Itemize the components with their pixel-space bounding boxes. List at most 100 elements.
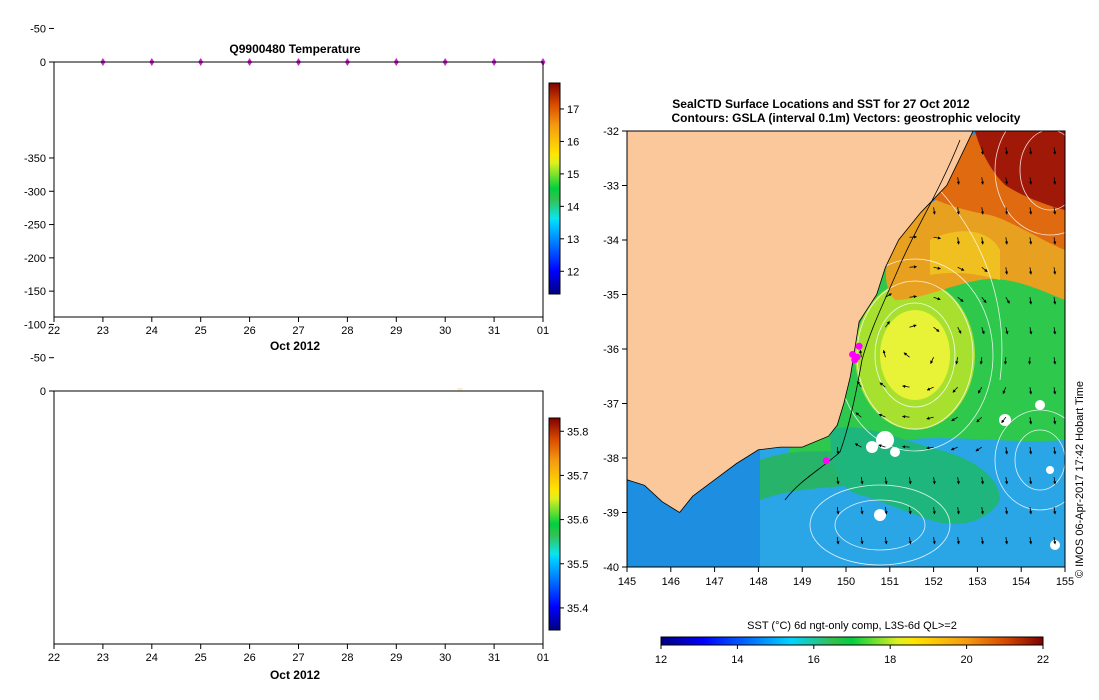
lat-tick-label: -37 <box>603 399 619 411</box>
colorbar-tick-label: 35.8 <box>567 426 588 438</box>
x-tick-label: 31 <box>488 652 500 664</box>
lat-tick-label: -39 <box>603 508 619 520</box>
lon-tick-label: 154 <box>1012 576 1030 588</box>
velocity-vector <box>957 266 965 271</box>
seal-position <box>853 353 861 361</box>
map-title: SealCTD Surface Locations and SST for 27… <box>672 97 970 111</box>
colorbar-tick-label: 35.7 <box>567 470 588 482</box>
velocity-vector <box>1029 477 1033 485</box>
lon-tick-label: 155 <box>1056 576 1074 588</box>
salinity-colorbar <box>548 417 561 631</box>
velocity-vector <box>1053 417 1057 425</box>
y-tick-label: -50 <box>30 353 46 365</box>
velocity-vector <box>1004 536 1009 545</box>
velocity-vector <box>1053 237 1057 245</box>
sst-colorbar-tick-label: 22 <box>1037 654 1049 666</box>
x-tick-label: 22 <box>48 652 60 664</box>
temperature-xlabel: Oct 2012 <box>270 339 320 353</box>
velocity-vector <box>1004 477 1009 485</box>
velocity-vector <box>926 386 934 391</box>
salinity-y-axis: 0 -50 -100 -150 -200 -250 -300 -350 <box>24 153 54 398</box>
velocity-vector <box>955 357 959 365</box>
velocity-vector <box>1029 177 1033 185</box>
lon-tick-label: 150 <box>837 576 855 588</box>
velocity-vector <box>885 293 892 298</box>
velocity-vector <box>1005 297 1010 304</box>
x-tick-label: 30 <box>439 652 451 664</box>
velocity-vector <box>1004 447 1009 455</box>
velocity-vector <box>1053 177 1057 185</box>
temperature-panel: Q9900480 Temperature 22 23 24 25 26 27 28 29 30 3… <box>24 0 579 353</box>
y-tick-label: -200 <box>24 253 46 265</box>
velocity-vector <box>1029 147 1033 155</box>
map-subtitle: Contours: GSLA (interval 0.1m) Vectors: … <box>672 111 1021 125</box>
velocity-vector <box>908 477 912 485</box>
velocity-vector <box>1001 416 1007 424</box>
velocity-vector <box>1053 387 1057 395</box>
velocity-vector <box>908 506 912 515</box>
velocity-vector <box>1004 267 1009 275</box>
colorbar-tick-label: 15 <box>567 169 579 181</box>
velocity-vector <box>860 536 864 545</box>
velocity-vector <box>932 506 936 515</box>
x-tick-label: 29 <box>390 325 402 337</box>
velocity-vector <box>1004 237 1009 245</box>
velocity-vector <box>860 477 864 485</box>
velocity-vector <box>975 446 983 452</box>
velocity-vector <box>903 352 910 358</box>
lon-tick-label: 146 <box>662 576 680 588</box>
velocity-vector <box>977 386 983 394</box>
x-tick-label: 31 <box>488 325 500 337</box>
velocity-vector <box>902 415 910 419</box>
velocity-vector <box>902 384 910 388</box>
lat-tick-label: -36 <box>603 344 619 356</box>
velocity-vector <box>1053 327 1057 335</box>
velocity-vector <box>885 321 890 328</box>
colorbar-tick-label: 35.4 <box>567 603 588 615</box>
velocity-vector <box>860 506 864 515</box>
y-tick-label: 0 <box>40 57 46 69</box>
y-tick-label: -100 <box>24 319 46 331</box>
lat-tick-label: -35 <box>603 290 619 302</box>
salinity-panel: 22 23 24 25 26 27 28 29 30 31 01 0 -50 -100 -150 -200 -… <box>24 153 588 682</box>
velocity-vector <box>980 536 985 545</box>
sst-colorbar <box>660 636 1044 646</box>
temperature-colorbar-ticks: 12 13 14 15 16 17 <box>560 104 579 278</box>
velocity-vector <box>957 296 964 302</box>
velocity-vector <box>980 506 985 515</box>
velocity-vector <box>926 446 934 450</box>
colorbar-tick-label: 35.6 <box>567 515 588 527</box>
velocity-vector <box>981 296 987 304</box>
velocity-vector <box>930 357 934 365</box>
salinity-plot-frame <box>53 390 544 645</box>
y-tick-label: -150 <box>24 286 46 298</box>
y-tick-label: 0 <box>40 386 46 398</box>
velocity-vector <box>980 177 985 185</box>
x-tick-label: 26 <box>243 652 255 664</box>
velocity-vector <box>909 324 917 328</box>
velocity-vector <box>878 413 886 418</box>
velocity-vector <box>1004 207 1009 215</box>
velocity-vector <box>1053 207 1057 215</box>
colorbar-tick-label: 13 <box>567 234 579 246</box>
seal-ctd-positions <box>822 342 863 465</box>
x-tick-label: 24 <box>146 325 158 337</box>
velocity-vector <box>980 207 985 215</box>
lat-tick-label: -34 <box>603 235 619 247</box>
lon-tick-label: 148 <box>749 576 767 588</box>
lat-tick-label: -33 <box>603 181 619 193</box>
x-tick-label: 24 <box>146 652 158 664</box>
velocity-vector <box>1002 386 1007 395</box>
sst-map-panel: SealCTD Surface Locations and SST for 27… <box>603 97 1086 666</box>
velocity-vector <box>1053 147 1057 155</box>
sst-colorbar-tick-label: 16 <box>808 654 820 666</box>
velocity-vector <box>981 327 985 335</box>
velocity-vector <box>859 349 863 358</box>
velocity-vector <box>909 295 917 299</box>
x-tick-label: 27 <box>292 325 304 337</box>
temperature-y-axis: 0-50-100-150-200-250-300-350 <box>24 0 54 69</box>
colorbar-tick-label: 12 <box>567 266 579 278</box>
x-tick-label: 23 <box>97 652 109 664</box>
velocity-vector <box>932 477 936 485</box>
velocity-vector <box>980 147 985 155</box>
